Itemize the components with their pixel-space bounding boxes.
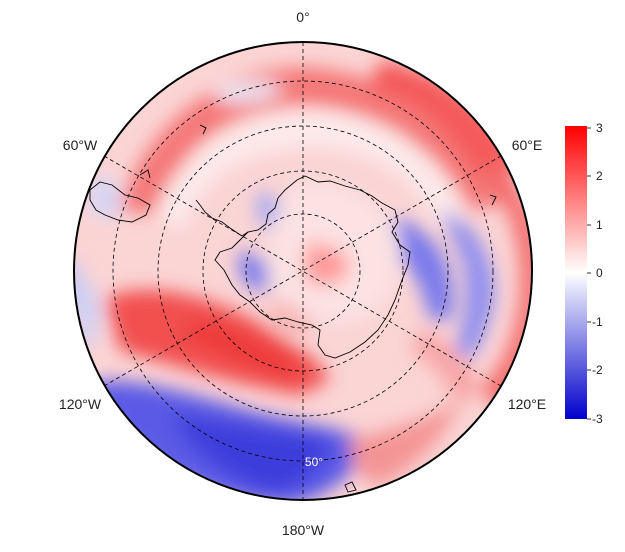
lon-label-120w: 120°W bbox=[59, 396, 102, 412]
map-boundary bbox=[73, 41, 533, 501]
colorbar-tick-label: -2 bbox=[592, 363, 603, 377]
colorbar-tick-label: 0 bbox=[596, 266, 603, 280]
colorbar-gradient bbox=[565, 126, 587, 419]
lon-label-120e: 120°E bbox=[508, 396, 546, 412]
colorbar-tick-label: 1 bbox=[596, 218, 603, 232]
colorbar-tick-label: 3 bbox=[596, 121, 603, 135]
colorbar-tick-label: -1 bbox=[592, 315, 603, 329]
lat-label-50: 50° bbox=[305, 455, 323, 469]
colorbar-ticks bbox=[587, 127, 591, 420]
lon-label-60w: 60°W bbox=[63, 137, 98, 153]
lon-label-60e: 60°E bbox=[512, 137, 543, 153]
antarctica-outline bbox=[214, 175, 411, 359]
south-america bbox=[89, 181, 151, 223]
anomaly-field bbox=[74, 42, 532, 500]
colorbar: 3 2 1 0 -1 -2 -3 bbox=[565, 121, 603, 426]
graticule bbox=[103, 42, 502, 500]
colorbar-tick-label: 2 bbox=[596, 169, 603, 183]
lon-label-0: 0° bbox=[296, 9, 309, 25]
lon-label-180w: 180°W bbox=[282, 522, 325, 538]
colorbar-tick-label: -3 bbox=[592, 412, 603, 426]
